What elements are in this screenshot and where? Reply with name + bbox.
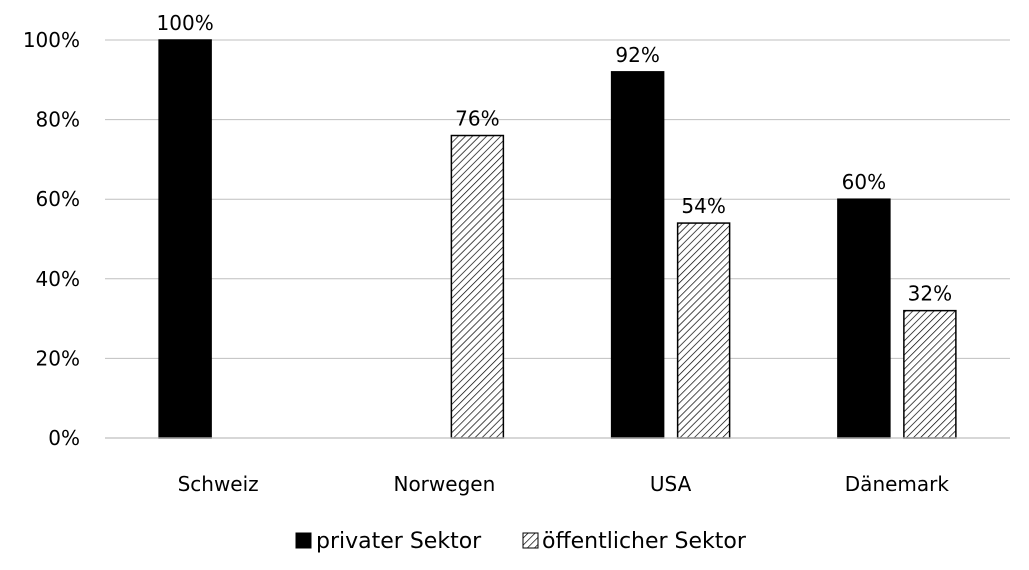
bar-privater-0 [158, 39, 212, 439]
x-tick-label: Norwegen [393, 472, 495, 496]
y-axis: 0% 20% 40% 60% 80% 100% [23, 28, 80, 450]
bar-oeffentlicher-3 [903, 309, 957, 439]
bar-privater-3 [837, 198, 891, 439]
bar-oeffentlicher-1 [450, 134, 505, 439]
data-label: 54% [681, 194, 725, 218]
x-tick-label: Dänemark [845, 472, 950, 496]
legend-swatch-oeffentlicher [522, 532, 539, 549]
data-label: 60% [842, 170, 886, 194]
data-label: 100% [157, 11, 214, 35]
data-label: 32% [908, 282, 952, 306]
bars [158, 39, 957, 439]
legend-label-oeffentlicher: öffentlicher Sektor [542, 529, 747, 554]
y-tick-label: 80% [36, 108, 80, 132]
bar-privater-2 [610, 71, 665, 439]
legend-label-privater: privater Sektor [316, 529, 482, 554]
x-tick-label: Schweiz [178, 472, 259, 496]
data-label: 76% [455, 107, 499, 131]
data-labels: 100% 76% 92% 54% 60% 32% [157, 11, 953, 306]
y-tick-label: 40% [36, 267, 80, 291]
y-tick-label: 0% [48, 426, 80, 450]
y-tick-label: 100% [23, 28, 80, 52]
x-axis: Schweiz Norwegen USA Dänemark [105, 437, 1010, 496]
bar-oeffentlicher-2 [676, 222, 731, 439]
legend-swatch-privater [295, 532, 312, 549]
y-tick-label: 20% [36, 346, 80, 370]
y-tick-label: 60% [36, 187, 80, 211]
x-tick-label: USA [650, 472, 692, 496]
legend: privater Sektor öffentlicher Sektor [295, 529, 747, 554]
data-label: 92% [615, 43, 659, 67]
